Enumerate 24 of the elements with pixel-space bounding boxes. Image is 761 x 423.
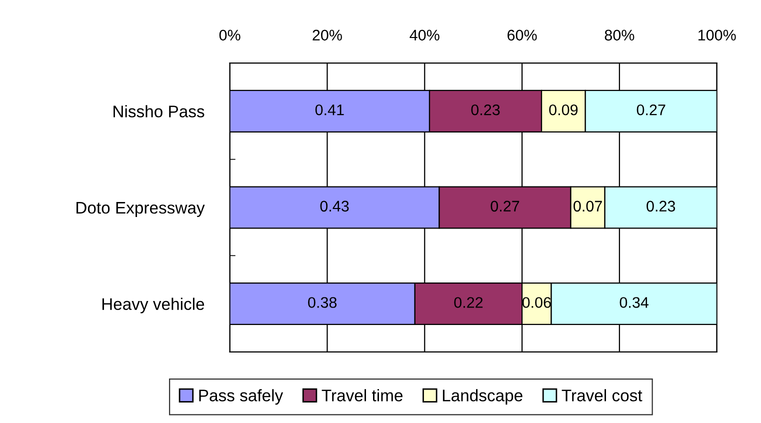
data-label: 0.41 [315,104,344,116]
y-tick-label: Heavy vehicle [102,298,204,314]
data-label: 0.43 [320,200,349,212]
data-label: 0.38 [308,297,337,308]
data-label: 0.23 [471,104,500,116]
data-label: 0.27 [636,104,666,116]
x-tick-label: 20% [312,30,342,41]
x-tick-label: 40% [410,30,440,41]
data-label: 0.34 [620,297,648,308]
y-tick-label: Nissho Pass [114,105,204,118]
legend-label: Landscape [442,389,522,405]
data-label: 0.23 [646,200,676,212]
data-label: 0.09 [549,104,578,116]
x-tick-label: 60% [508,30,537,41]
data-label: 0.22 [454,297,483,308]
legend-label: Travel time [322,389,402,402]
legend-label: Pass safely [199,389,284,405]
data-label: 0.27 [490,200,520,212]
x-tick-label: 0% [219,30,240,41]
x-tick-label: 100% [698,30,736,41]
y-tick-label: Doto Expressway [76,202,205,217]
x-tick-label: 80% [604,30,634,41]
legend-label: Travel cost [562,389,642,402]
data-label: 0.07 [574,200,602,212]
